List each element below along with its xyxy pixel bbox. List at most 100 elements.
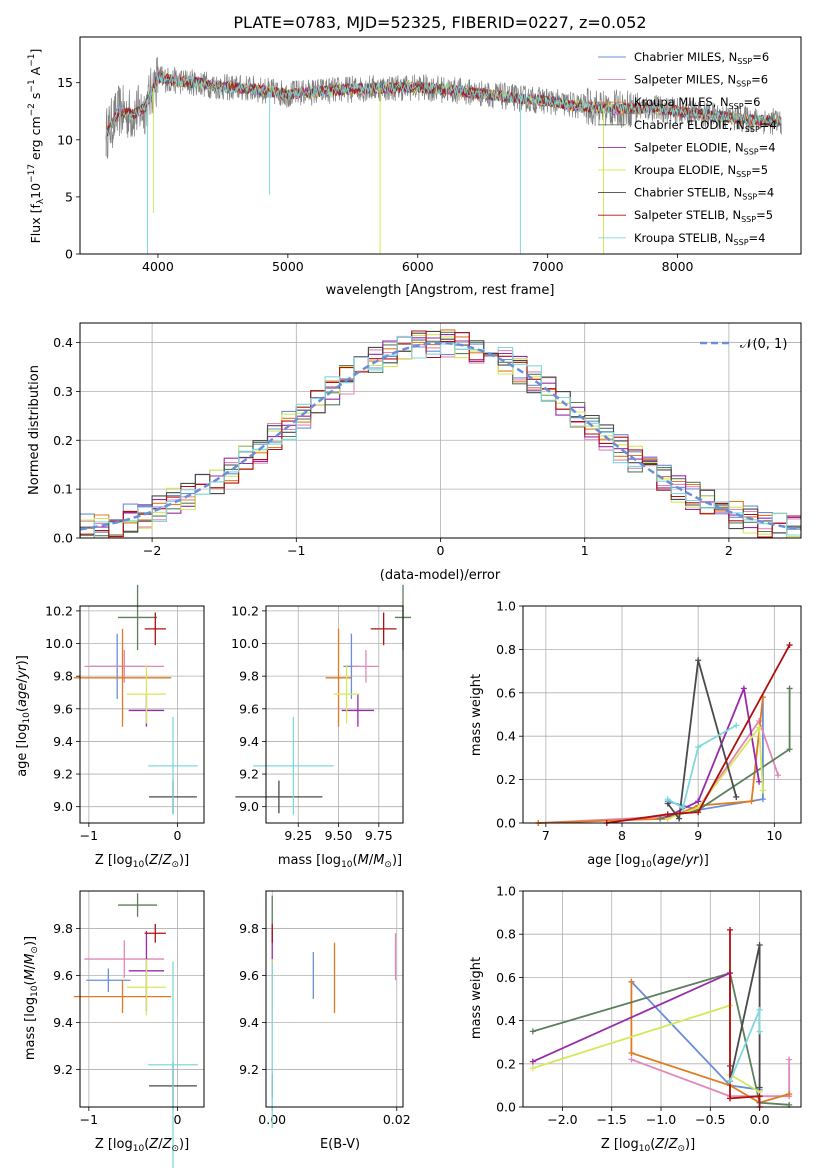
x-tick-label: 0.02 <box>383 1112 411 1127</box>
x-tick-label: 5000 <box>272 259 304 274</box>
weight-marker <box>786 1091 793 1098</box>
x-tick-label: 8 <box>618 828 626 843</box>
y-tick-label: 0.6 <box>496 970 516 985</box>
legend-label: Chabrier MILES, NSSP=6 <box>634 50 769 66</box>
age-weight-xlabel: age [log10(age/yr)] <box>587 853 709 870</box>
axes-frame <box>265 605 404 824</box>
weight-marker <box>775 772 782 779</box>
weight-marker <box>756 778 763 785</box>
histogram-step <box>80 330 801 538</box>
x-tick-label: −2.0 <box>547 1112 577 1127</box>
weight-marker <box>695 744 702 751</box>
legend-label: Chabrier STELIB, NSSP=4 <box>634 186 774 202</box>
weight-marker <box>727 1095 734 1102</box>
weight-marker <box>679 804 686 811</box>
y-tick-label: 9.8 <box>239 669 259 684</box>
x-tick-label: 0 <box>173 1112 181 1127</box>
x-tick-label: 10 <box>766 828 782 843</box>
y-tick-label: 0.6 <box>496 685 516 700</box>
weight-marker <box>529 1065 536 1072</box>
y-tick-label: 0.0 <box>496 816 516 831</box>
panel-ebv-mass: 0.00 0.029.29.49.69.8 <box>239 890 411 1129</box>
weight-marker <box>695 798 702 805</box>
axes-frame <box>265 890 404 1108</box>
y-tick-label: 9.8 <box>53 921 73 936</box>
z-age-xlabel: Z [log10(Z/Z⊙)] <box>95 853 189 870</box>
weight-marker <box>748 798 755 805</box>
panel-residuals: −2 −1 0 1 2 0.0 0.1 0.2 0.3 0.4 𝒩(0, 1) <box>53 322 802 558</box>
x-tick-label: 0.0 <box>750 1112 770 1127</box>
weight-marker <box>786 746 793 753</box>
model-spectrum <box>105 72 782 140</box>
x-tick-label: 9.25 <box>284 828 312 843</box>
weight-marker <box>756 1006 763 1013</box>
x-tick-label: −1 <box>80 1112 98 1127</box>
weight-line <box>666 660 738 822</box>
weight-marker <box>664 811 671 818</box>
y-tick-label: 0.1 <box>53 482 73 497</box>
x-tick-label: 9 <box>694 828 702 843</box>
weight-marker <box>786 685 793 692</box>
errorbar-point <box>235 780 323 814</box>
spectrum-legend: Chabrier MILES, NSSP=6 Salpeter MILES, NS… <box>598 50 777 247</box>
panel-mass-age: 9.25 9.50 9.75 9.0 9.2 9.4 9.6 9.8 10.0 10.2 <box>231 584 412 843</box>
weight-line <box>729 929 761 1107</box>
panel-z-age: −1 0 9.0 9.2 9.4 9.6 9.8 10.0 10.2 <box>45 584 205 843</box>
weight-marker <box>664 796 671 803</box>
weight-marker <box>727 1078 734 1085</box>
x-tick-label: −1.5 <box>597 1112 627 1127</box>
y-tick-label: 0.0 <box>53 531 73 546</box>
panel-age-weight: 7 8 9 10 0.0 0.2 0.4 0.6 0.8 1.0 <box>496 599 802 843</box>
x-tick-label: 4000 <box>142 259 174 274</box>
errorbar-point <box>73 628 172 727</box>
weight-marker <box>756 1028 763 1035</box>
y-tick-label: 0.4 <box>496 1013 516 1028</box>
residuals-ylabel: Normed distribution <box>27 365 42 495</box>
z-mass-ylabel: mass [log10(M/M⊙)] <box>23 936 40 1060</box>
y-tick-label: 9.6 <box>239 701 259 716</box>
weight-marker <box>786 1056 793 1063</box>
weight-marker <box>727 926 734 933</box>
weight-marker <box>628 1056 635 1063</box>
errorbar-point <box>353 650 379 683</box>
errorbar-point <box>370 612 397 646</box>
weight-marker <box>676 815 683 822</box>
y-tick-label: 10.2 <box>45 603 73 618</box>
y-tick-label: 0.8 <box>496 642 516 657</box>
weight-line <box>532 971 790 1106</box>
y-tick-label: 9.8 <box>53 669 73 684</box>
legend-label: Kroupa STELIB, NSSP=4 <box>634 231 765 247</box>
weight-marker <box>529 1028 536 1035</box>
y-tick-label: 10.0 <box>231 636 259 651</box>
weight-marker <box>529 1058 536 1065</box>
y-tick-label: 9.2 <box>239 767 259 782</box>
weight-marker <box>628 978 635 985</box>
weight-line <box>667 724 737 810</box>
figure-title: PLATE=0783, MJD=52325, FIBERID=0227, z=0… <box>233 13 646 32</box>
axes-frame <box>522 890 802 1108</box>
weight-line <box>532 1004 761 1093</box>
legend-label: Salpeter ELODIE, NSSP=4 <box>634 140 776 156</box>
y-tick-label: 10 <box>57 132 73 147</box>
weight-line <box>729 944 761 1088</box>
y-tick-label: 0.2 <box>496 772 516 787</box>
x-tick-label: −0.5 <box>695 1112 725 1127</box>
y-tick-label: 9.4 <box>239 734 259 749</box>
y-tick-label: 9.8 <box>239 921 259 936</box>
weight-marker <box>695 809 702 816</box>
z-mass-xlabel: Z [log10(Z/Z⊙)] <box>95 1137 189 1154</box>
ebv-mass-xlabel: E(B-V) <box>320 1137 360 1152</box>
y-tick-label: 0.3 <box>53 384 73 399</box>
errorbar-point <box>73 980 172 1014</box>
y-tick-label: 9.6 <box>53 968 73 983</box>
y-tick-label: 10.2 <box>231 603 259 618</box>
y-tick-label: 5 <box>65 189 73 204</box>
errorbar-point <box>118 893 158 917</box>
weight-marker <box>695 657 702 664</box>
x-tick-label: −1.0 <box>646 1112 676 1127</box>
x-tick-label: 2 <box>725 543 733 558</box>
y-tick-label: 0.8 <box>496 927 516 942</box>
y-tick-label: 0.2 <box>53 433 73 448</box>
legend-label: Kroupa ELODIE, NSSP=5 <box>634 163 768 179</box>
